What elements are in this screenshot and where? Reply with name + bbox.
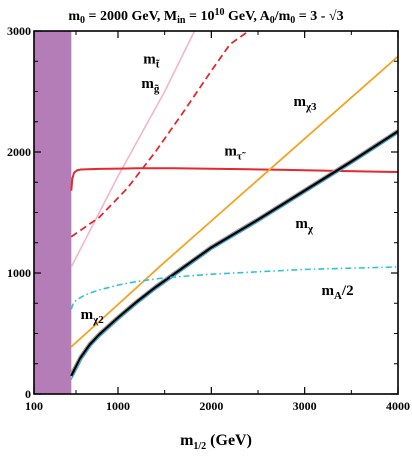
plot-frame [33, 30, 399, 395]
label-layer: mg̃ mt̃ mτ̃ mχ3 mχ mA/2 mχ2 [81, 52, 354, 326]
label-stop: mt̃ [143, 52, 160, 71]
tick-layer: 100 1000 2000 3000 4000 0 1000 2000 3000 [7, 24, 410, 413]
series-stau [70, 167, 398, 191]
y-tick-label: 0 [25, 387, 31, 401]
x-tick-label: 2000 [199, 399, 223, 413]
series-chi2 [70, 132, 398, 380]
label-chi2: mχ2 [81, 307, 105, 326]
label-gluino: mg̃ [141, 76, 160, 95]
series-chi3 [70, 55, 398, 348]
x-tick-label: 4000 [386, 399, 410, 413]
series-layer [69, 31, 398, 380]
y-tick-label: 3000 [7, 24, 31, 38]
label-chi3: mχ3 [293, 94, 317, 113]
y-tick-label: 1000 [7, 266, 31, 280]
chart-title: m0 = 2000 GeV, Min = 1010 GeV, A0/m0 = 3… [68, 7, 343, 26]
series-chi [70, 130, 398, 377]
excluded-region [34, 31, 72, 394]
series-gluino [70, 31, 196, 268]
x-tick-label: 1000 [106, 399, 130, 413]
x-tick-label: 3000 [293, 399, 317, 413]
y-tick-label: 2000 [7, 145, 31, 159]
series-stop [70, 31, 250, 238]
label-mA2: mA/2 [321, 283, 353, 302]
x-axis-title: m1/2 (GeV) [180, 432, 252, 452]
label-stau: mτ̃ [224, 144, 246, 163]
x-tick-label: 100 [25, 399, 43, 413]
label-chi: mχ [295, 216, 314, 235]
